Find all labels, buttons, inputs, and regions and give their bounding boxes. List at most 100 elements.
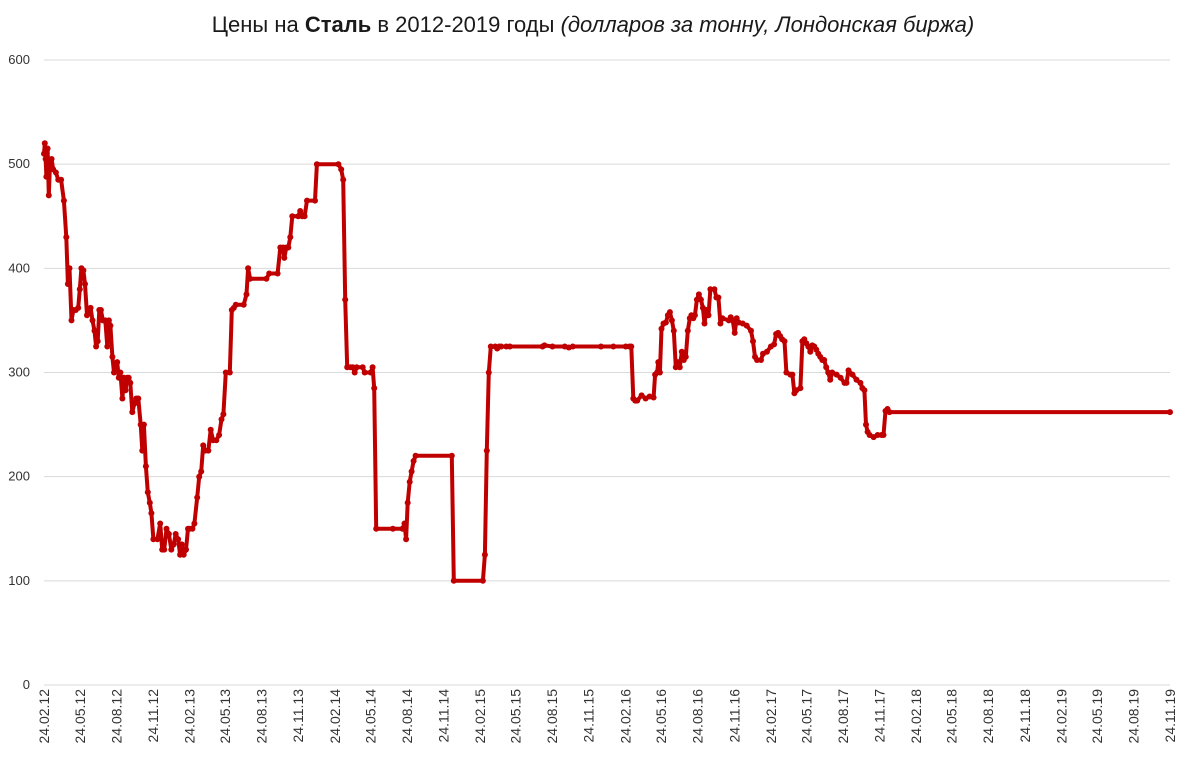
data-point-89 [216, 432, 223, 438]
data-point-205 [715, 294, 722, 301]
data-point-82 [198, 468, 205, 475]
data-point-142 [448, 452, 455, 459]
data-point-181 [666, 309, 673, 316]
data-point-29 [93, 343, 100, 350]
data-point-112 [297, 208, 304, 214]
data-point-51 [131, 400, 138, 407]
data-point-103 [274, 270, 281, 277]
y-tick-label: 500 [8, 156, 30, 171]
data-point-102 [266, 270, 273, 277]
data-point-235 [797, 385, 804, 392]
y-tick-label: 0 [23, 677, 30, 692]
data-point-75 [183, 546, 189, 553]
data-point-156 [541, 342, 548, 349]
data-point-247 [821, 357, 828, 363]
data-point-131 [371, 385, 378, 392]
data-point-1 [41, 140, 48, 147]
data-point-71 [175, 536, 182, 543]
data-point-46 [122, 387, 129, 394]
data-point-147 [485, 369, 492, 376]
data-point-125 [351, 369, 358, 376]
data-point-42 [115, 374, 122, 381]
data-point-16 [68, 317, 75, 324]
data-point-43 [117, 369, 124, 376]
data-point-140 [410, 458, 417, 464]
data-point-70 [172, 531, 179, 537]
data-point-96 [232, 301, 239, 308]
data-point-137 [404, 499, 411, 506]
x-tick-label: 24.11.14 [435, 689, 451, 743]
data-point-190 [684, 327, 691, 334]
data-point-57 [142, 463, 149, 470]
data-point-23 [82, 281, 88, 287]
x-tick-label: 24.11.15 [581, 689, 597, 743]
data-point-5 [45, 192, 52, 199]
x-tick-label: 24.05.19 [1089, 689, 1105, 744]
data-point-177 [658, 325, 665, 332]
x-tick-label: 24.02.12 [36, 689, 52, 744]
data-point-189 [682, 353, 689, 360]
x-tick-label: 24.05.15 [507, 689, 523, 744]
data-point-183 [670, 327, 677, 334]
x-tick-label: 24.02.17 [763, 689, 779, 744]
data-point-222 [763, 348, 770, 355]
data-point-22 [80, 267, 87, 274]
data-point-120 [340, 176, 347, 183]
data-point-187 [678, 348, 685, 355]
data-point-146 [483, 447, 490, 454]
x-tick-label: 24.02.18 [908, 689, 924, 744]
data-point-255 [843, 379, 850, 386]
data-point-4 [44, 145, 51, 152]
data-point-117 [313, 161, 320, 168]
data-point-116 [312, 197, 318, 204]
x-tick-label: 24.08.19 [1125, 689, 1141, 744]
x-tick-label: 24.11.17 [872, 689, 888, 743]
data-point-55 [139, 447, 146, 454]
data-point-172 [650, 394, 657, 401]
data-point-161 [598, 343, 604, 350]
data-point-60 [148, 510, 155, 517]
data-point-157 [549, 343, 556, 350]
data-point-126 [353, 364, 360, 371]
data-point-132 [373, 525, 380, 532]
data-point-26 [87, 304, 94, 311]
chart-title-italic: (долларов за тонну, Лондонская биржа) [561, 12, 975, 37]
data-point-19 [75, 304, 82, 311]
data-point-3 [43, 173, 50, 180]
data-point-160 [569, 343, 576, 350]
series-steel-price [41, 140, 1173, 584]
data-point-229 [781, 338, 788, 345]
data-point-136 [403, 536, 410, 543]
data-point-154 [506, 343, 513, 350]
data-point-152 [498, 343, 505, 350]
data-point-133 [389, 525, 396, 532]
data-point-38 [109, 353, 116, 360]
series-line [42, 141, 1172, 583]
chart-title-bold: Сталь [305, 12, 371, 37]
data-point-206 [717, 320, 724, 327]
x-tick-label: 24.08.18 [980, 689, 996, 744]
data-point-32 [97, 307, 104, 313]
chart-title: Цены на Сталь в 2012-2019 годы (долларов… [212, 12, 974, 37]
data-point-97 [240, 301, 247, 308]
data-point-81 [196, 473, 203, 480]
data-point-217 [750, 338, 756, 345]
data-point-100 [247, 275, 254, 282]
x-axis-ticks: 24.02.12 24.05.12 24.08.12 24.11.12 24.02.13… [36, 689, 1178, 744]
data-point-197 [697, 296, 704, 303]
data-point-162 [610, 343, 617, 350]
data-point-67 [165, 531, 172, 537]
data-point-15 [66, 265, 73, 272]
data-point-98 [243, 291, 250, 298]
x-tick-label: 24.08.16 [690, 689, 706, 744]
data-point-58 [144, 489, 151, 496]
chart-title-part1: Цены на [212, 12, 305, 37]
data-point-182 [668, 317, 675, 324]
data-point-148 [487, 343, 494, 350]
x-tick-label: 24.08.13 [254, 689, 270, 744]
data-point-186 [676, 364, 683, 371]
data-point-44 [119, 395, 126, 402]
data-point-27 [89, 317, 96, 324]
data-point-62 [154, 536, 161, 543]
